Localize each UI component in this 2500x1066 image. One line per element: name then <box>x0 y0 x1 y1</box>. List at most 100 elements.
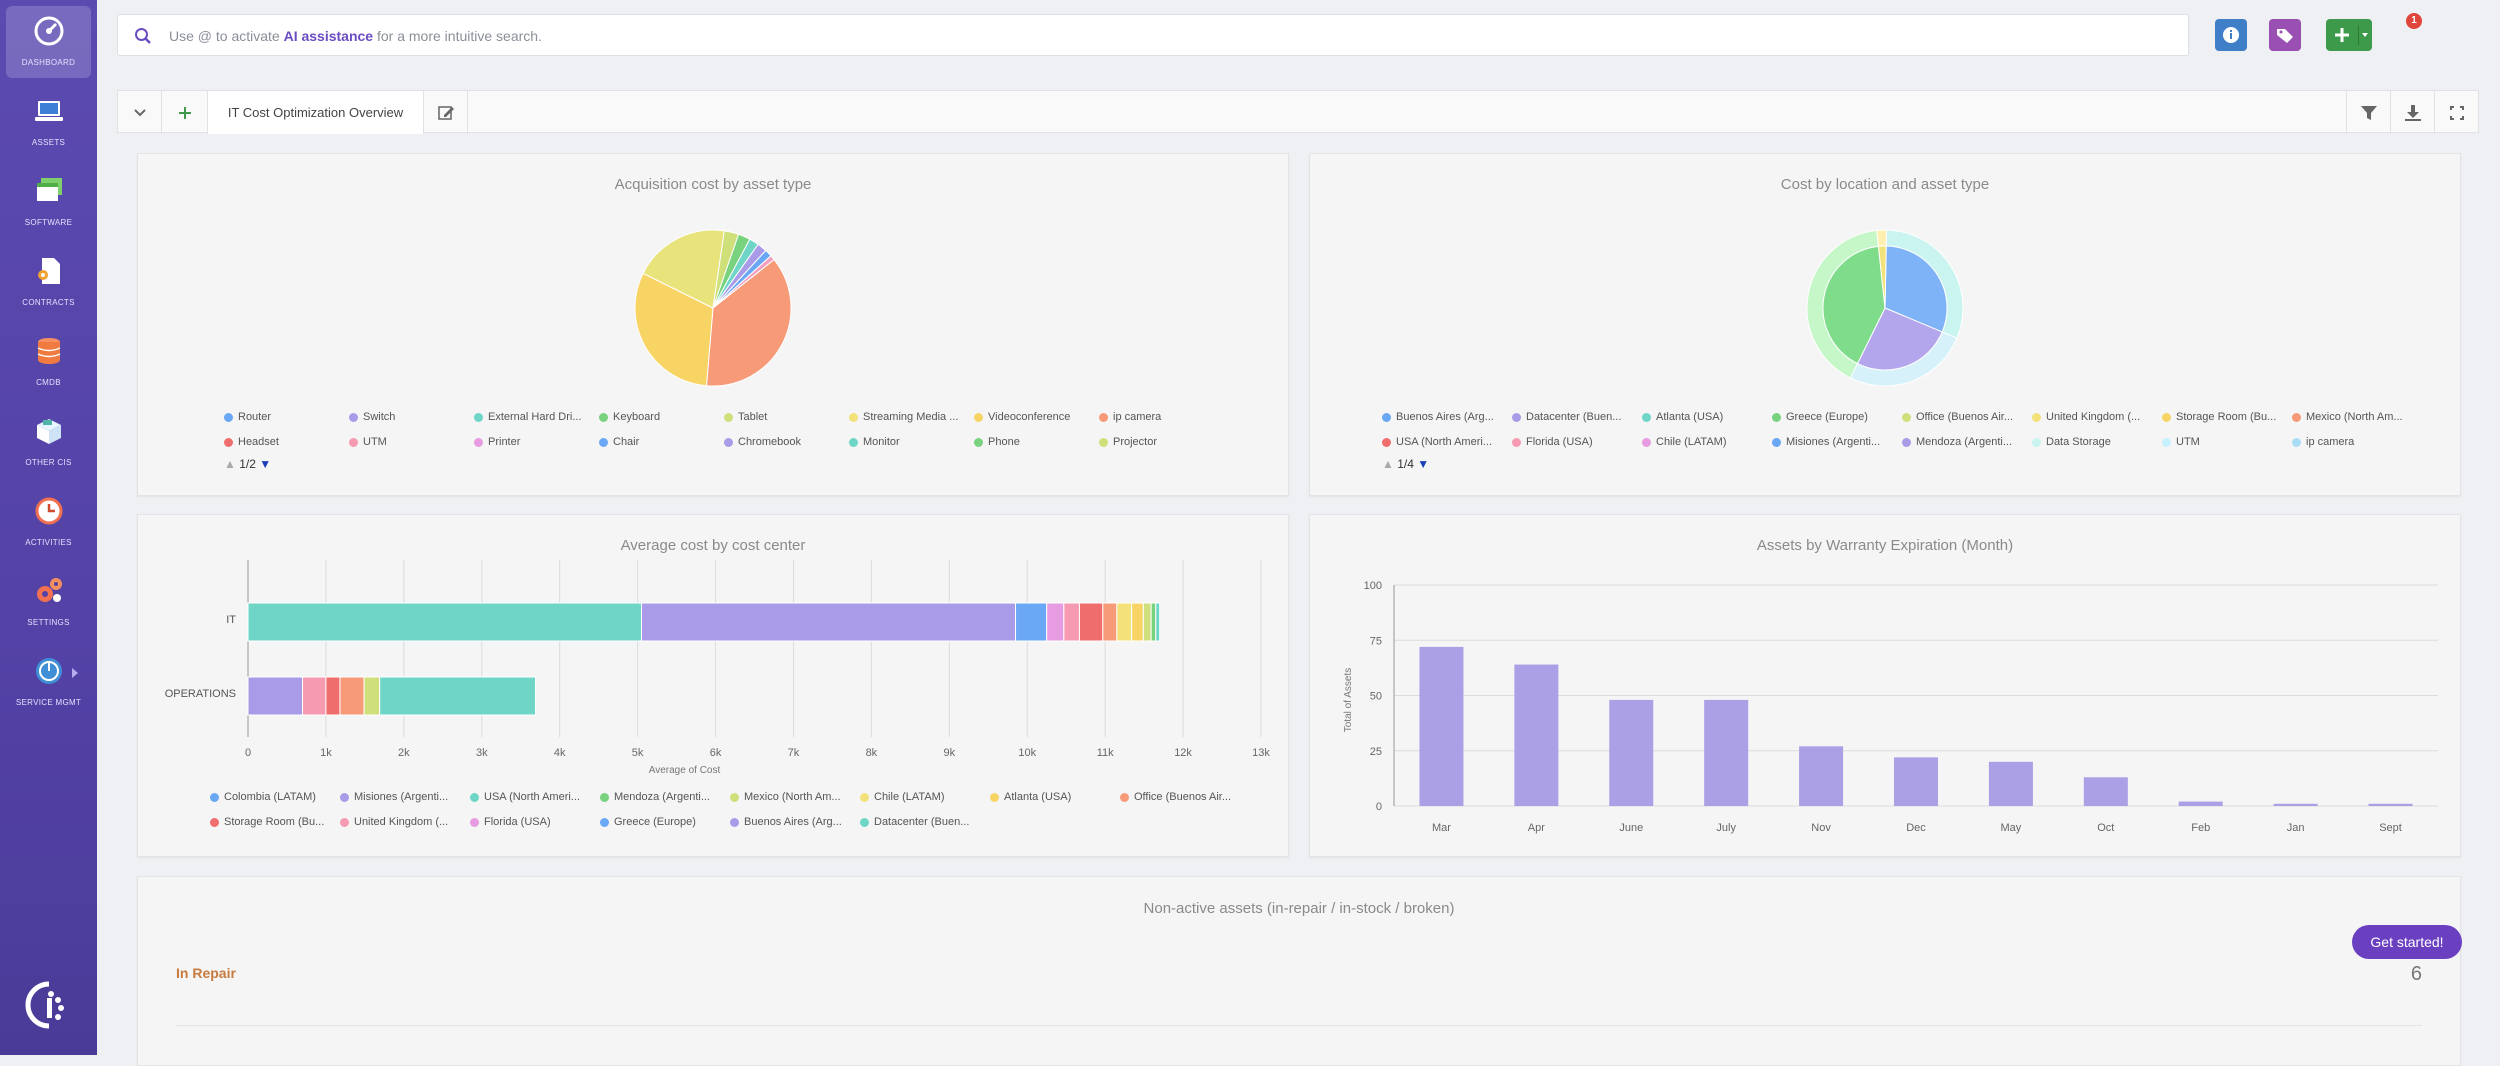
pie-slice[interactable] <box>1877 245 1887 309</box>
legend-swatch <box>470 818 479 827</box>
legend-swatch <box>1902 413 1911 422</box>
bar[interactable] <box>1419 646 1464 806</box>
legend-swatch <box>210 818 219 827</box>
card-average-cost: Average cost by cost center 0 1k 2k 3k 4k 5k 6… <box>137 514 1289 857</box>
search-placeholder-prefix: Use @ to activate <box>169 28 284 44</box>
legend-swatch <box>860 818 869 827</box>
nav-assets[interactable]: ASSETS <box>6 86 91 158</box>
nav-other-cis-label: OTHER CIS <box>25 458 72 467</box>
y-tick-label: 25 <box>1370 746 1382 758</box>
nav-settings[interactable]: SETTINGS <box>6 566 91 638</box>
legend-swatch <box>2292 438 2301 447</box>
nav-dashboard[interactable]: DASHBOARD <box>6 6 91 78</box>
brand-logo-icon[interactable] <box>24 980 74 1030</box>
bar-segment[interactable] <box>1150 602 1157 642</box>
card-warranty-expiration: Assets by Warranty Expiration (Month) 0 2… <box>1309 514 2461 857</box>
bar[interactable] <box>1988 761 2033 806</box>
pie-slice[interactable] <box>634 272 714 387</box>
fullscreen-button[interactable] <box>2434 91 2478 134</box>
bar-segment[interactable] <box>1078 602 1104 642</box>
legend-label: Mendoza (Argenti... <box>1916 436 2012 448</box>
legend-pager[interactable]: ▲ 1/4 ▼ <box>1382 457 1430 471</box>
legend-label: USA (North Ameri... <box>1396 436 1492 448</box>
filter-button[interactable] <box>2346 91 2390 134</box>
info-button[interactable] <box>2215 19 2247 51</box>
legend-label: Misiones (Argenti... <box>1786 436 1881 448</box>
bar[interactable] <box>2273 803 2318 806</box>
legend-pager[interactable]: ▲ 1/2 ▼ <box>224 457 272 471</box>
nav-contracts[interactable]: CONTRACTS <box>6 246 91 318</box>
bar[interactable] <box>2083 777 2128 806</box>
legend-label: Colombia (LATAM) <box>224 791 316 803</box>
pie-outer-slice[interactable] <box>1876 229 1888 247</box>
tags-button[interactable] <box>2269 19 2301 51</box>
bar-segment[interactable] <box>247 676 304 716</box>
pie-slice[interactable] <box>642 229 725 309</box>
legend-label: Datacenter (Buen... <box>874 816 970 828</box>
bar-segment[interactable] <box>1131 602 1144 642</box>
legend-swatch <box>599 438 608 447</box>
pie-slice[interactable] <box>705 258 792 387</box>
nav-cmdb-label: CMDB <box>36 378 61 387</box>
bar-segment[interactable] <box>1142 602 1152 642</box>
bar-segment[interactable] <box>1046 602 1065 642</box>
legend-label: Florida (USA) <box>1526 436 1593 448</box>
bar-segment[interactable] <box>1015 602 1048 642</box>
bar-segment[interactable] <box>363 676 381 716</box>
bar-segment[interactable] <box>247 602 643 642</box>
add-dashboard-button[interactable] <box>162 91 208 134</box>
bar-segment[interactable] <box>1116 602 1133 642</box>
bar-segment[interactable] <box>1102 602 1118 642</box>
bar[interactable] <box>1514 664 1559 806</box>
download-button[interactable] <box>2390 91 2434 134</box>
legend-swatch <box>210 793 219 802</box>
database-icon <box>37 338 61 364</box>
card-title: Assets by Warranty Expiration (Month) <box>1756 537 2014 554</box>
in-repair-label[interactable]: In Repair <box>176 965 236 981</box>
nav-software[interactable]: SOFTWARE <box>6 166 91 238</box>
legend-label: Storage Room (Bu... <box>224 816 325 828</box>
bar[interactable] <box>1704 699 1749 806</box>
box-icon <box>37 419 61 444</box>
sidebar: DASHBOARD ASSETS SOFTWARE CONTRACTS CMDB… <box>0 0 97 1055</box>
bar[interactable] <box>1799 746 1844 806</box>
expand-arrow-icon[interactable] <box>72 668 78 678</box>
bar-segment[interactable] <box>379 676 537 716</box>
bar[interactable] <box>2368 803 2413 806</box>
search-icon <box>135 28 151 44</box>
edit-dashboard-button[interactable] <box>424 91 468 134</box>
nav-service-mgmt-label: SERVICE MGMT <box>15 698 82 707</box>
bar-segment[interactable] <box>339 676 365 716</box>
pie-slice[interactable] <box>1856 307 1943 371</box>
pie-slice[interactable] <box>712 255 775 309</box>
bar-segment[interactable] <box>641 602 1017 642</box>
filter-icon <box>2361 106 2377 120</box>
legend-label: Datacenter (Buen... <box>1526 411 1622 423</box>
fullscreen-icon <box>2450 106 2464 120</box>
legend-label: Mexico (North Am... <box>2306 411 2403 423</box>
collapse-button[interactable] <box>118 91 162 134</box>
pie-slice[interactable] <box>1822 245 1886 365</box>
nav-activities[interactable]: ACTIVITIES <box>6 486 91 558</box>
y-tick-label: OPERATIONS <box>165 688 236 700</box>
search-input[interactable]: Use @ to activate AI assistance for a mo… <box>117 14 2189 56</box>
service-gauge-icon <box>36 658 62 684</box>
bar-segment[interactable] <box>302 676 327 716</box>
add-new-button[interactable] <box>2326 19 2372 51</box>
legend-label: Data Storage <box>2046 436 2111 448</box>
get-started-button[interactable]: Get started! <box>2352 925 2462 959</box>
bar-segment[interactable] <box>1063 602 1080 642</box>
x-tick-label: Feb <box>2191 822 2210 834</box>
bar-segment[interactable] <box>325 676 341 716</box>
bar[interactable] <box>1609 699 1654 806</box>
legend-swatch <box>2032 438 2041 447</box>
nav-service-mgmt[interactable]: SERVICE MGMT <box>6 646 91 718</box>
nav-cmdb[interactable]: CMDB <box>6 326 91 398</box>
plus-icon <box>179 107 191 119</box>
nav-other-cis[interactable]: OTHER CIS <box>6 406 91 478</box>
bar[interactable] <box>1894 757 1938 806</box>
bar[interactable] <box>2178 801 2223 806</box>
pie-slice[interactable] <box>1884 245 1948 333</box>
tab-it-cost-optimization[interactable]: IT Cost Optimization Overview <box>208 91 424 134</box>
bar-segment[interactable] <box>1155 602 1161 642</box>
